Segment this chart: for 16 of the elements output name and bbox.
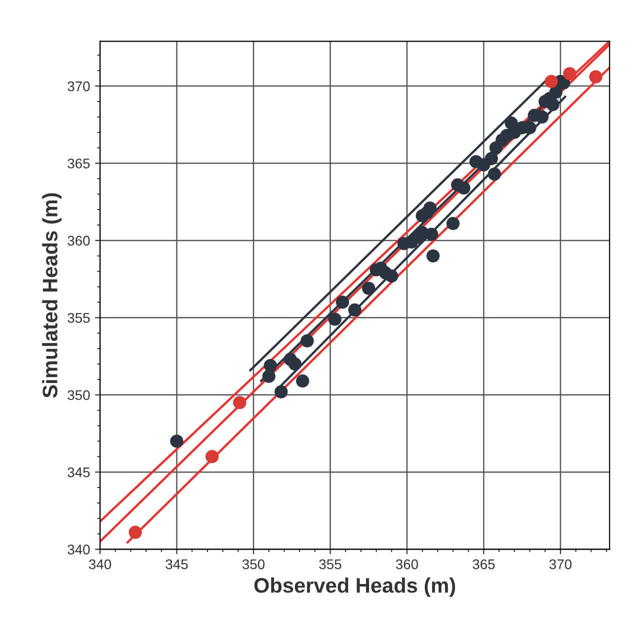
x-tick-label: 365: [472, 559, 495, 570]
x-tick-label: 340: [88, 559, 112, 570]
y-tick-label: 370: [68, 81, 90, 92]
x-tick-label: 350: [242, 559, 265, 570]
y-axis-title: Simulated Heads (m): [42, 193, 62, 398]
y-tick-label: 360: [68, 236, 90, 246]
x-tick-label: 345: [166, 559, 188, 570]
y-tick-label: 355: [68, 313, 90, 323]
y-tick-label: 350: [68, 390, 90, 400]
x-tick-label: 360: [396, 559, 418, 570]
x-axis-title: Observed Heads (m): [254, 578, 456, 597]
y-tick-label: 345: [68, 467, 90, 478]
x-tick-label: 370: [549, 559, 572, 570]
y-tick-label: 365: [68, 158, 90, 168]
x-tick-label: 355: [319, 559, 342, 570]
y-tick-label: 340: [68, 544, 90, 554]
